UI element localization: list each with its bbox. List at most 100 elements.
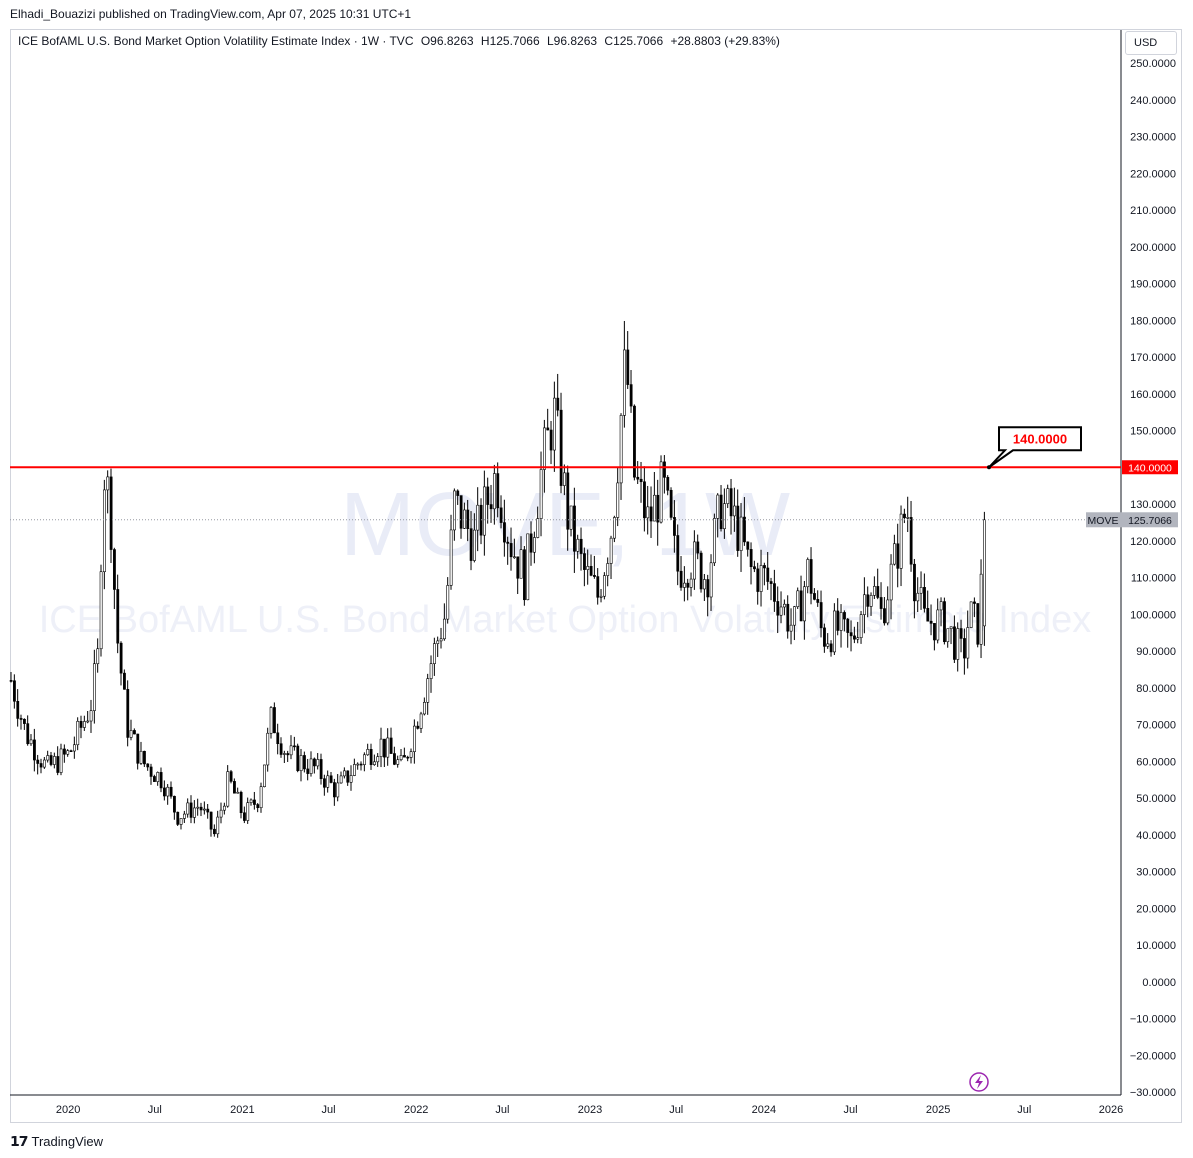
candle-body	[399, 755, 403, 761]
candle-body	[849, 632, 853, 637]
candle-body	[659, 461, 663, 523]
candle-body	[529, 533, 533, 553]
candle-body	[446, 585, 450, 620]
candle-body	[96, 648, 100, 665]
candle-body	[889, 563, 893, 601]
legend-high: H125.7066	[480, 34, 540, 48]
candle-body	[846, 618, 850, 633]
time-axis[interactable]: 2020 Jul 2021 Jul 2022 Jul 2023 Jul 2024 Jul 2025 J…	[56, 1104, 1123, 1116]
candle-body	[333, 782, 336, 798]
candle-body	[759, 565, 763, 592]
price-axis[interactable]: 250.0000 240.0000 230.0000 220.0000 210.0000…	[1130, 58, 1176, 1099]
candle-body	[109, 476, 113, 550]
candle-body	[603, 575, 606, 597]
candle-body	[929, 620, 933, 624]
candle-body	[786, 603, 790, 632]
candle-body	[579, 538, 583, 554]
candle-body	[439, 638, 443, 642]
candle-body	[669, 489, 673, 518]
candle-body	[876, 586, 880, 598]
candle-body	[159, 772, 163, 789]
candle-body	[873, 586, 876, 596]
footer-brand-text: TradingView	[31, 1134, 104, 1149]
candle-body	[329, 775, 333, 783]
candle-body	[166, 786, 170, 797]
candle-body	[406, 756, 410, 759]
price-tag-bg	[1122, 512, 1178, 528]
candle-body	[819, 602, 823, 629]
candle-body	[803, 586, 806, 622]
currency-button[interactable]: USD	[1125, 31, 1177, 55]
candle-body	[499, 507, 503, 523]
y-tick-label: 210.0000	[1130, 205, 1176, 217]
candle-body	[136, 733, 140, 764]
candle-body	[856, 637, 860, 640]
candle-body	[519, 549, 523, 579]
candle-body	[903, 513, 906, 519]
candle-body	[353, 764, 356, 776]
candle-body	[336, 782, 340, 798]
candle-body	[909, 517, 913, 565]
candle-body	[419, 713, 423, 729]
candle-body	[776, 601, 780, 616]
candle-body	[949, 626, 953, 629]
candle-body	[116, 589, 120, 644]
candle-body	[583, 553, 586, 570]
y-tick-label: 100.0000	[1130, 609, 1176, 621]
candle-body	[33, 739, 36, 761]
candle-body	[183, 813, 186, 819]
y-tick-label: 180.0000	[1130, 315, 1176, 327]
candle-body	[393, 753, 396, 765]
candle-body	[129, 730, 133, 738]
level-callout[interactable]: 140.0000	[987, 426, 1082, 470]
candle-body	[339, 775, 343, 784]
publisher-line: Elhadi_Bouazizi published on TradingView…	[10, 7, 412, 21]
x-tick-label: 2025	[926, 1104, 950, 1116]
candle-body	[969, 601, 973, 628]
candle-body	[139, 750, 143, 764]
candle-body	[263, 764, 266, 787]
candle-body	[703, 579, 706, 590]
candle-body	[649, 506, 653, 522]
callout-box	[988, 426, 1082, 469]
candle-body	[573, 505, 576, 552]
candle-body	[699, 552, 703, 590]
candle-body	[766, 567, 770, 582]
candle-body	[609, 537, 613, 564]
symbol-tag: MOVE	[1088, 515, 1119, 527]
candle-body	[553, 397, 556, 451]
candle-body	[266, 732, 270, 766]
candle-body	[719, 494, 723, 530]
candle-body	[79, 721, 83, 728]
candle-body	[99, 571, 103, 650]
candle-body	[436, 640, 440, 644]
current-price-label: MOVE 125.7066	[1086, 512, 1178, 528]
candle-body	[959, 628, 963, 639]
candle-body	[893, 543, 896, 565]
candle-body	[983, 519, 986, 627]
candle-body	[276, 732, 280, 745]
candle-body	[46, 755, 50, 761]
candle-body	[689, 578, 693, 588]
candle-body	[503, 522, 506, 543]
candle-body	[753, 566, 756, 570]
watermark-name: ICE BofAML U.S. Bond Market Option Volat…	[39, 599, 1092, 641]
candle-body	[543, 427, 546, 470]
x-tick-label: Jul	[495, 1104, 509, 1116]
candle-body	[9, 680, 13, 682]
candle-body	[213, 828, 216, 835]
candle-body	[426, 678, 430, 703]
candle-body	[319, 759, 323, 780]
candle-body	[796, 590, 800, 607]
y-tick-label: 80.0000	[1136, 683, 1176, 695]
candle-body	[476, 504, 480, 531]
candle-body	[643, 481, 646, 519]
candle-body	[153, 776, 156, 782]
candle-body	[733, 505, 736, 517]
candle-body	[469, 528, 473, 561]
candle-body	[626, 349, 630, 385]
candle-body	[533, 537, 536, 553]
footer-brand[interactable]: 𝟭𝟳 TradingView	[10, 1133, 103, 1150]
lightning-icon[interactable]	[969, 1072, 989, 1092]
